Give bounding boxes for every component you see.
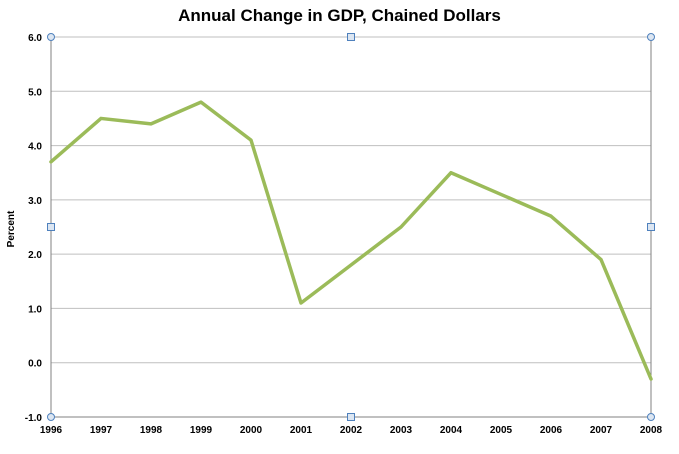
- y-tick-label: 2.0: [28, 250, 42, 261]
- corner-resize-handle[interactable]: [647, 33, 655, 41]
- corner-resize-handle[interactable]: [47, 33, 55, 41]
- corner-resize-handle[interactable]: [647, 413, 655, 421]
- resize-handle[interactable]: [647, 223, 655, 231]
- x-tick-label: 1997: [90, 425, 113, 436]
- x-tick-label: 2000: [240, 425, 263, 436]
- selection-handles[interactable]: [47, 33, 655, 421]
- y-tick-label: 5.0: [28, 87, 42, 98]
- series-layer: [49, 100, 653, 381]
- corner-resize-handle[interactable]: [47, 413, 55, 421]
- y-tick-label: 1.0: [28, 304, 42, 315]
- x-tick-label: 2005: [490, 425, 513, 436]
- x-tick-label: 1999: [190, 425, 213, 436]
- y-tick-label: 0.0: [28, 359, 42, 370]
- y-axis: 6.0 5.0 4.0 3.0 2.0 1.0 0.0 -1.0: [25, 33, 43, 424]
- x-tick-label: 2004: [440, 425, 463, 436]
- x-tick-label: 2003: [390, 425, 413, 436]
- x-tick-label: 1998: [140, 425, 163, 436]
- resize-handle[interactable]: [347, 33, 355, 41]
- x-tick-label: 2006: [540, 425, 563, 436]
- x-tick-label: 2001: [290, 425, 313, 436]
- x-tick-label: 2002: [340, 425, 363, 436]
- x-axis: 1996 1997 1998 1999 2000 2001 2002 2003 2004 2005…: [40, 425, 663, 436]
- y-tick-label: 3.0: [28, 196, 42, 207]
- series-line[interactable]: [49, 100, 653, 381]
- y-axis-label: Percent: [6, 210, 17, 247]
- x-tick-label: 2008: [640, 425, 663, 436]
- y-tick-label: 4.0: [28, 142, 42, 153]
- x-tick-label: 2007: [590, 425, 613, 436]
- y-tick-label: 6.0: [28, 33, 42, 44]
- x-tick-label: 1996: [40, 425, 63, 436]
- y-tick-label: -1.0: [25, 413, 43, 424]
- resize-handle[interactable]: [347, 413, 355, 421]
- chart-title: Annual Change in GDP, Chained Dollars: [178, 6, 501, 25]
- resize-handle[interactable]: [47, 223, 55, 231]
